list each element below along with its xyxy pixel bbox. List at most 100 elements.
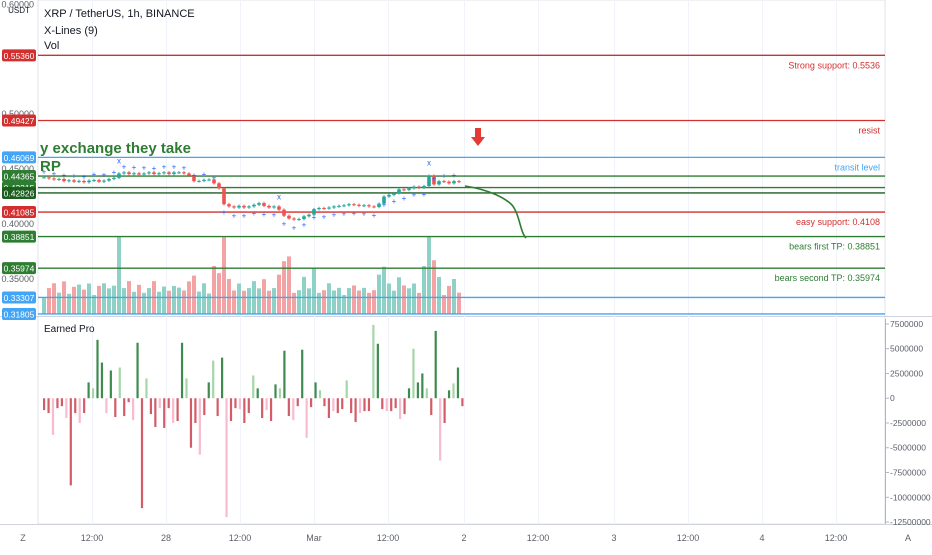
osc-bar [363, 398, 366, 412]
candle-body [212, 179, 216, 184]
osc-bar [91, 388, 95, 399]
osc-bar [185, 378, 188, 399]
osc-bar [278, 388, 282, 399]
volume-bar [352, 285, 356, 314]
candle-body [52, 178, 56, 180]
candle-body [352, 204, 356, 206]
volume-bar [422, 266, 426, 314]
osc-bar [216, 398, 219, 417]
osc-bar [421, 373, 424, 399]
x-tick-label: 12:00 [825, 533, 848, 543]
price-level-tag [2, 230, 36, 243]
volume-bar [247, 288, 251, 314]
price-level-value: 0.35974 [4, 264, 35, 274]
price-level-note: Strong support: 0.5536 [788, 60, 880, 70]
candle-body [322, 208, 326, 210]
osc-bar [65, 398, 68, 419]
volume-bar [42, 297, 46, 314]
candle-body [332, 206, 336, 208]
xline-marker: + [392, 197, 397, 206]
price-level-tag [2, 262, 36, 275]
osc-bar [447, 390, 451, 399]
candle-body [367, 205, 371, 207]
candle-body [357, 204, 361, 206]
volume-bar [102, 283, 106, 314]
xline-marker: + [242, 212, 247, 221]
volume-bar [232, 290, 236, 314]
x-tick-label: 28 [161, 533, 171, 543]
xline-marker: + [182, 163, 187, 172]
osc-bar [345, 380, 348, 399]
volume-bar [177, 287, 181, 314]
indicator-vol-title[interactable]: Vol [44, 40, 60, 52]
price-level-tag [2, 186, 36, 199]
osc-bar [265, 398, 268, 411]
osc-bar [381, 398, 384, 410]
xline-marker: + [222, 208, 227, 217]
candle-body [262, 203, 266, 206]
xline-marker: + [102, 171, 107, 180]
osc-bar [221, 357, 224, 399]
candle-body [167, 172, 171, 175]
candle-body [62, 178, 66, 182]
osc-bar [261, 398, 264, 419]
osc-bar [234, 398, 237, 409]
volume-bar [182, 290, 186, 314]
symbol-title[interactable]: XRP / TetherUS, 1h, BINANCE [44, 8, 195, 20]
candle-body [427, 175, 431, 187]
osc-bar [399, 398, 402, 420]
y-tick-label: 0.50000 [1, 109, 34, 119]
osc-tick-label: -5000000 [890, 443, 926, 453]
osc-tick-label: -10000000 [890, 492, 931, 502]
osc-bar [332, 398, 335, 412]
candle-body [187, 173, 191, 176]
candle-body [82, 180, 86, 183]
osc-tick-label: -7500000 [890, 468, 926, 478]
osc-tick-label: 7500000 [890, 319, 923, 329]
candle-body [267, 205, 271, 208]
osc-bar [252, 375, 255, 399]
volume-bar [197, 291, 201, 314]
candle-body [132, 173, 136, 175]
candle-body [122, 172, 126, 174]
candle-body [257, 203, 261, 205]
volume-bar [307, 288, 311, 314]
volume-bar [287, 256, 291, 314]
candle-body [57, 178, 61, 180]
price-level-tag [2, 206, 36, 219]
volume-bar [87, 283, 91, 314]
osc-bar [198, 398, 201, 455]
volume-bar [457, 292, 461, 314]
osc-tick-label: 2500000 [890, 368, 923, 378]
xline-marker: + [362, 209, 367, 218]
xline-marker: + [72, 172, 77, 181]
overlay-text-2: RP [40, 158, 61, 175]
osc-bar [180, 342, 184, 399]
volume-bar [267, 290, 271, 314]
volume-bar [137, 284, 141, 314]
candle-body [362, 205, 366, 207]
osc-tick-label: -12500000 [890, 517, 931, 527]
volume-bar [47, 288, 51, 314]
osc-bar [376, 343, 379, 399]
osc-bar [109, 370, 112, 399]
osc-bar [132, 398, 135, 421]
volume-bar [237, 283, 241, 314]
candle-body [422, 186, 426, 188]
candle-body [292, 218, 296, 220]
xline-marker: + [402, 194, 407, 203]
candle-body [382, 196, 386, 204]
candle-body [337, 205, 341, 207]
indicator-xlines-title[interactable]: X-Lines (9) [44, 25, 98, 37]
x-tick-label: 12:00 [377, 533, 400, 543]
candle-body [197, 180, 201, 182]
osc-bar [243, 398, 246, 423]
candle-body [297, 219, 301, 221]
osc-bar [318, 390, 322, 399]
volume-bar [142, 292, 146, 314]
xline-marker: + [452, 171, 457, 180]
xline-marker: + [92, 170, 97, 179]
osc-bar [176, 398, 179, 422]
xline-marker: + [412, 191, 417, 200]
